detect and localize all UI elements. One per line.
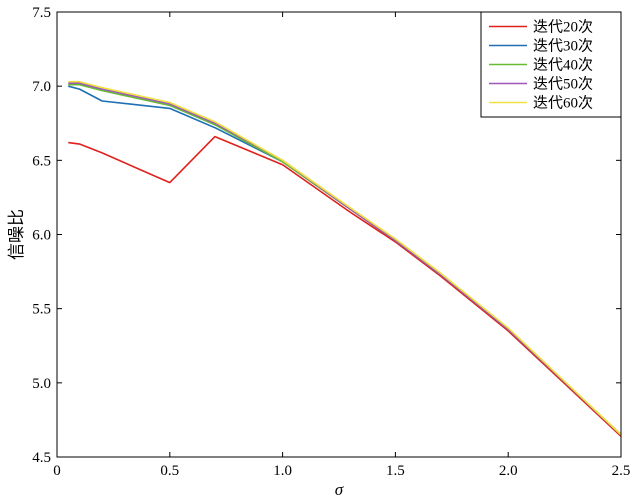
series-line-3 xyxy=(68,83,622,436)
series-line-1 xyxy=(68,135,622,437)
y-tick-label: 5.0 xyxy=(32,376,51,392)
x-tick-label: 0.5 xyxy=(160,463,179,479)
legend-label: 迭代20次 xyxy=(533,19,593,36)
x-tick-label: 0 xyxy=(53,463,61,479)
y-axis: 4.5 5.0 5.5 6.0 6.5 7.0 7.5 xyxy=(32,5,621,466)
y-tick-label: 6.0 xyxy=(32,228,51,244)
series-line-2 xyxy=(68,85,622,436)
y-axis-label: 信噪比 xyxy=(7,209,26,260)
series-line-4 xyxy=(68,82,622,436)
y-tick-label: 4.5 xyxy=(32,450,51,466)
x-tick-label: 1.0 xyxy=(273,463,292,479)
x-tick-label: 2.5 xyxy=(612,463,631,479)
x-axis-label: σ xyxy=(335,480,344,499)
series-line-5 xyxy=(68,80,622,436)
legend-label: 迭代40次 xyxy=(533,57,593,74)
y-tick-label: 7.0 xyxy=(32,79,51,95)
x-tick-label: 2.0 xyxy=(499,463,518,479)
x-tick-label: 1.5 xyxy=(386,463,405,479)
legend-label: 迭代60次 xyxy=(533,95,593,112)
y-tick-label: 5.5 xyxy=(32,302,51,318)
legend-label: 迭代50次 xyxy=(533,76,593,93)
y-tick-label: 6.5 xyxy=(32,153,51,169)
legend-label: 迭代30次 xyxy=(533,38,593,55)
y-tick-label: 7.5 xyxy=(32,5,51,21)
series-layer xyxy=(68,80,622,437)
x-axis: 0 0.5 1.0 1.5 2.0 2.5 xyxy=(53,12,630,479)
